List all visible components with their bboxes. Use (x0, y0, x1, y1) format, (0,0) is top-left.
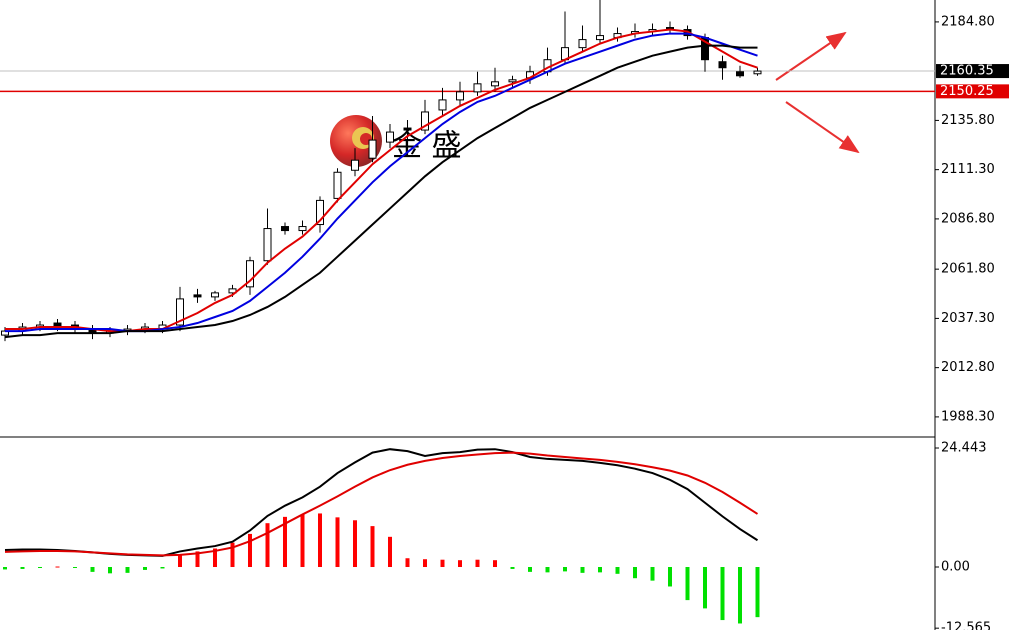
histogram-bar (108, 567, 112, 574)
candle-body (736, 71, 744, 77)
histogram-bar (493, 560, 497, 568)
histogram-bar (370, 526, 375, 568)
price-label-box (936, 64, 1009, 79)
histogram-bar (160, 567, 165, 569)
candle-body (456, 91, 464, 101)
candle-body (421, 111, 429, 131)
line-series (4, 44, 758, 339)
histogram-bar (615, 567, 620, 574)
y-tick-label: 2061.80 (941, 262, 995, 277)
histogram-bar (248, 533, 252, 568)
candle-body (403, 127, 412, 131)
candle-body (263, 228, 272, 262)
candle-body (508, 79, 517, 83)
histogram-bar (580, 567, 585, 573)
histogram-bar (423, 559, 427, 568)
histogram-bar (545, 567, 550, 573)
candle-body (491, 81, 499, 87)
price-label: 2160.35 (940, 64, 994, 79)
candle-body (298, 226, 307, 232)
histogram-bar (55, 566, 60, 568)
histogram-bar (318, 513, 322, 568)
histogram-bar (633, 567, 637, 579)
y-tick-label: 1988.30 (941, 409, 995, 424)
histogram-bar (720, 567, 725, 621)
arrow-down (785, 101, 860, 154)
candle-body (438, 99, 447, 111)
price-label: 2150.25 (940, 84, 994, 99)
y-tick-label: 2184.80 (941, 14, 995, 29)
candle-body (193, 294, 202, 298)
histogram-bar (178, 555, 182, 568)
candle-body (753, 70, 762, 75)
histogram-bar (598, 567, 602, 573)
histogram-bar (353, 520, 357, 568)
histogram-bar (475, 559, 480, 568)
histogram-bar (38, 567, 42, 569)
histogram-bar (265, 523, 270, 568)
candle-body (351, 159, 359, 171)
candle-body (386, 131, 394, 143)
candle-body (718, 61, 727, 69)
histogram-bar (650, 567, 655, 581)
y-tick-label: 2111.30 (941, 162, 995, 177)
arrow-up (775, 31, 847, 81)
y-tick-label: 0.00 (941, 560, 970, 575)
histogram-bar (195, 551, 200, 568)
candle-body (281, 226, 289, 232)
histogram-bar (213, 548, 217, 568)
histogram-bar (73, 567, 77, 569)
line-series (5, 32, 758, 333)
histogram-bar (405, 558, 410, 568)
histogram-bar (563, 567, 567, 572)
histogram-bar (738, 567, 742, 624)
candle-body (176, 298, 184, 326)
histogram-bar (90, 567, 95, 572)
histogram-bar (440, 559, 445, 568)
histogram-bar (143, 567, 147, 570)
histogram-bar (685, 567, 690, 601)
histogram-bar (703, 567, 707, 609)
histogram-bar (335, 517, 340, 568)
y-tick-label: 2037.30 (941, 311, 995, 326)
histogram-bar (458, 560, 462, 568)
candle-body (473, 83, 482, 93)
histogram-bar (230, 542, 235, 568)
candle-body (246, 260, 254, 288)
line-series (5, 28, 758, 333)
line-series (4, 451, 759, 557)
histogram-bar (510, 567, 515, 569)
histogram-bar (20, 567, 25, 569)
candle-body (211, 292, 219, 298)
histogram-bar (668, 567, 672, 587)
histogram-bar (300, 514, 305, 568)
candle-body (316, 199, 324, 226)
histogram-bar (528, 567, 532, 572)
y-tick-label: 2012.80 (941, 360, 995, 375)
histogram-bar (388, 536, 392, 568)
candle-body (368, 139, 377, 159)
y-tick-label: 2086.80 (941, 211, 995, 226)
candle-body (333, 171, 342, 199)
y-tick-label: 24.443 (941, 441, 987, 456)
price-label-box (936, 84, 1009, 99)
watermark-text: 金 盛 (392, 129, 462, 164)
y-tick-label: 2135.80 (941, 113, 995, 128)
histogram-bar (3, 567, 7, 570)
candle-body (578, 39, 587, 49)
y-tick-label: -12.565 (941, 621, 991, 630)
histogram-bar (755, 567, 760, 618)
histogram-bar (125, 567, 130, 573)
candle-body (596, 35, 604, 41)
histogram-bar (283, 516, 287, 568)
